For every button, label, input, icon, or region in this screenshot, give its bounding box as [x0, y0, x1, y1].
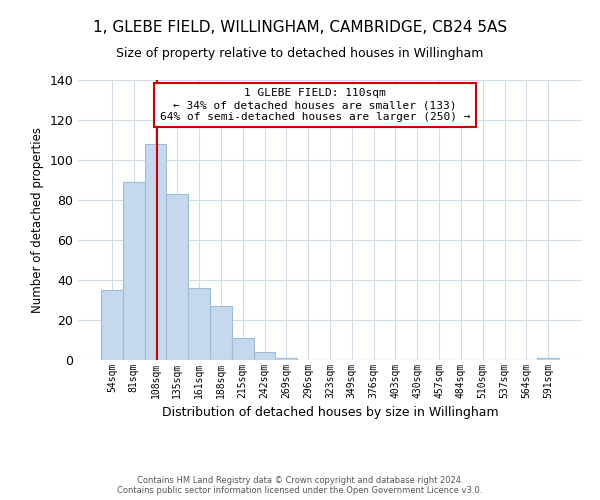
Bar [166, 194, 188, 360]
Text: Size of property relative to detached houses in Willingham: Size of property relative to detached ho… [116, 48, 484, 60]
Text: 1, GLEBE FIELD, WILLINGHAM, CAMBRIDGE, CB24 5AS: 1, GLEBE FIELD, WILLINGHAM, CAMBRIDGE, C… [93, 20, 507, 35]
Bar [275, 358, 297, 360]
Bar [254, 352, 275, 360]
Bar [123, 182, 145, 360]
Bar [232, 338, 254, 360]
Bar [145, 144, 166, 360]
Y-axis label: Number of detached properties: Number of detached properties [31, 127, 44, 313]
Bar [188, 288, 210, 360]
Bar [210, 306, 232, 360]
Text: Contains HM Land Registry data © Crown copyright and database right 2024.
Contai: Contains HM Land Registry data © Crown c… [118, 476, 482, 495]
Text: 1 GLEBE FIELD: 110sqm
← 34% of detached houses are smaller (133)
64% of semi-det: 1 GLEBE FIELD: 110sqm ← 34% of detached … [160, 88, 470, 122]
Bar [537, 358, 559, 360]
Bar [101, 290, 123, 360]
X-axis label: Distribution of detached houses by size in Willingham: Distribution of detached houses by size … [161, 406, 499, 420]
